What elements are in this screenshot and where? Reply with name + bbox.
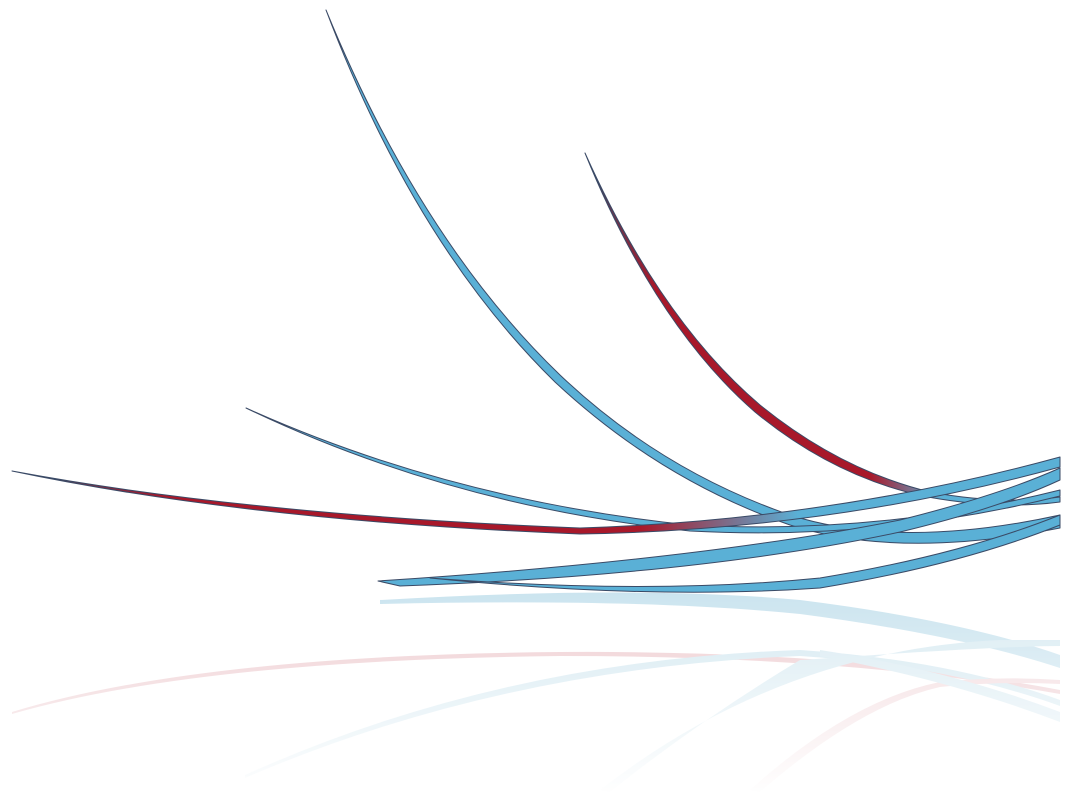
reflection-group [0, 590, 1065, 794]
ribbon-group [11, 9, 1061, 593]
ribbon-long-red [11, 456, 1061, 535]
ribbon-upper-red [584, 152, 1061, 506]
ribbon-lower-wide [377, 467, 1061, 587]
ribbon-tall-blue [325, 9, 1061, 544]
ribbon-bottom-arc [429, 514, 1061, 593]
ribbon-mid-left [245, 407, 1061, 534]
